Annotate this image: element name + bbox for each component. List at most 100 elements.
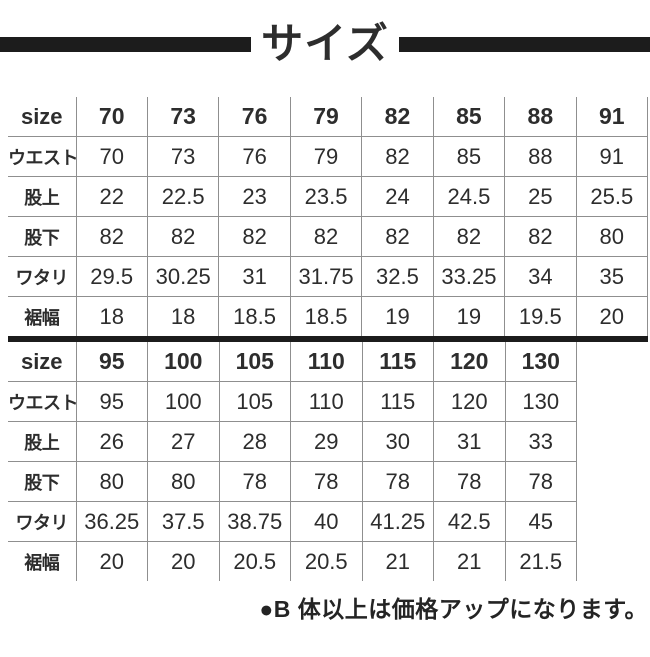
row-label: ウエスト — [8, 136, 79, 177]
value-cell: 19 — [432, 296, 505, 336]
size-header-row: size 95 100 105 110 115 120 130 — [8, 342, 648, 382]
value-cell: 33.25 — [432, 256, 505, 297]
size-header-cell: 95 — [75, 342, 148, 382]
value-cell: 19 — [361, 296, 434, 336]
size-header-cell: 105 — [218, 342, 291, 382]
value-cell: 20 — [147, 541, 219, 581]
value-cell: 45 — [504, 501, 577, 542]
title-banner: サイズ — [0, 20, 650, 68]
row-label: ウエスト — [8, 381, 79, 422]
value-cell: 82 — [361, 216, 434, 257]
size-header-cell: 115 — [361, 342, 434, 382]
size-header-cell: 88 — [504, 97, 577, 137]
empty-cell — [576, 342, 648, 382]
value-cell: 91 — [575, 136, 649, 177]
value-cell: 110 — [290, 381, 362, 422]
empty-cell — [576, 501, 648, 542]
size-header-cell: 100 — [147, 342, 219, 382]
table-row: 股下 82 82 82 82 82 82 82 80 — [8, 216, 649, 257]
value-cell: 18 — [75, 296, 148, 336]
value-cell: 78 — [218, 461, 291, 502]
value-cell: 25 — [504, 176, 577, 217]
value-cell: 82 — [504, 216, 577, 257]
value-cell: 27 — [147, 421, 219, 462]
value-cell: 38.75 — [218, 501, 291, 542]
row-label: 裾幅 — [8, 541, 76, 581]
value-cell: 80 — [147, 461, 219, 502]
value-cell: 130 — [504, 381, 577, 422]
empty-cell — [576, 381, 648, 422]
value-cell: 82 — [289, 216, 362, 257]
empty-cell — [576, 461, 648, 502]
size-header-cell: 82 — [361, 97, 434, 137]
value-cell: 31.75 — [289, 256, 362, 297]
table-row: 股上 22 22.5 23 23.5 24 24.5 25 25.5 — [8, 176, 649, 217]
value-cell: 36.25 — [75, 501, 148, 542]
value-cell: 85 — [432, 136, 505, 177]
row-label: ワタリ — [8, 501, 76, 542]
table-row: 裾幅 20 20 20.5 20.5 21 21 21.5 — [8, 541, 648, 581]
value-cell: 33 — [504, 421, 577, 462]
table-row: ワタリ 36.25 37.5 38.75 40 41.25 42.5 45 — [8, 501, 648, 542]
footer-note: ●B 体以上は価格アップになります。 — [259, 596, 648, 622]
size-header-cell: 79 — [289, 97, 362, 137]
title-bar-right — [398, 36, 650, 52]
table-row: ウエスト 95 100 105 110 115 120 130 — [8, 381, 648, 422]
value-cell: 25.5 — [575, 176, 649, 217]
size-header-cell: 120 — [433, 342, 505, 382]
value-cell: 29 — [290, 421, 362, 462]
value-cell: 23.5 — [289, 176, 362, 217]
row-label: 裾幅 — [8, 296, 76, 336]
size-header-cell: 76 — [218, 97, 291, 137]
size-header-cell: 73 — [146, 97, 219, 137]
value-cell: 20.5 — [290, 541, 362, 581]
value-cell: 31 — [218, 256, 291, 297]
empty-cell — [576, 541, 648, 581]
value-cell: 82 — [218, 216, 291, 257]
table-row: ウエスト 70 73 76 79 82 85 88 91 — [8, 136, 649, 177]
size-header-cell: 130 — [504, 342, 577, 382]
value-cell: 88 — [504, 136, 577, 177]
empty-cell — [576, 421, 648, 462]
value-cell: 19.5 — [504, 296, 577, 336]
value-cell: 21 — [361, 541, 434, 581]
value-cell: 80 — [575, 216, 649, 257]
value-cell: 79 — [289, 136, 362, 177]
table-row: ワタリ 29.5 30.25 31 31.75 32.5 33.25 34 35 — [8, 256, 649, 297]
title-bar-left — [0, 36, 252, 52]
size-header-cell: 85 — [432, 97, 505, 137]
value-cell: 18.5 — [218, 296, 291, 336]
row-label: 股上 — [8, 176, 76, 217]
value-cell: 18.5 — [289, 296, 362, 336]
size-header-label: size — [20, 103, 63, 129]
value-cell: 41.25 — [361, 501, 434, 542]
value-cell: 115 — [361, 381, 434, 422]
size-header-cell: 70 — [75, 97, 148, 137]
value-cell: 24.5 — [432, 176, 505, 217]
value-cell: 32.5 — [361, 256, 434, 297]
value-cell: 95 — [75, 381, 148, 422]
value-cell: 78 — [433, 461, 505, 502]
value-cell: 73 — [146, 136, 219, 177]
value-cell: 20 — [575, 296, 649, 336]
value-cell: 24 — [361, 176, 434, 217]
value-cell: 105 — [218, 381, 291, 422]
row-label: 股上 — [8, 421, 76, 462]
value-cell: 26 — [75, 421, 148, 462]
value-cell: 40 — [290, 501, 362, 542]
value-cell: 78 — [504, 461, 577, 502]
value-cell: 34 — [504, 256, 577, 297]
value-cell: 100 — [147, 381, 219, 422]
value-cell: 31 — [433, 421, 505, 462]
value-cell: 22 — [75, 176, 148, 217]
row-label: ワタリ — [8, 256, 76, 297]
value-cell: 120 — [433, 381, 505, 422]
table-divider — [8, 336, 648, 342]
value-cell: 23 — [218, 176, 291, 217]
value-cell: 30 — [361, 421, 434, 462]
value-cell: 70 — [75, 136, 148, 177]
value-cell: 22.5 — [146, 176, 219, 217]
size-tables: size 70 73 76 79 82 85 88 91 ウエスト 70 73 76 79 82 85 88 91… — [8, 97, 649, 581]
value-cell: 82 — [432, 216, 505, 257]
